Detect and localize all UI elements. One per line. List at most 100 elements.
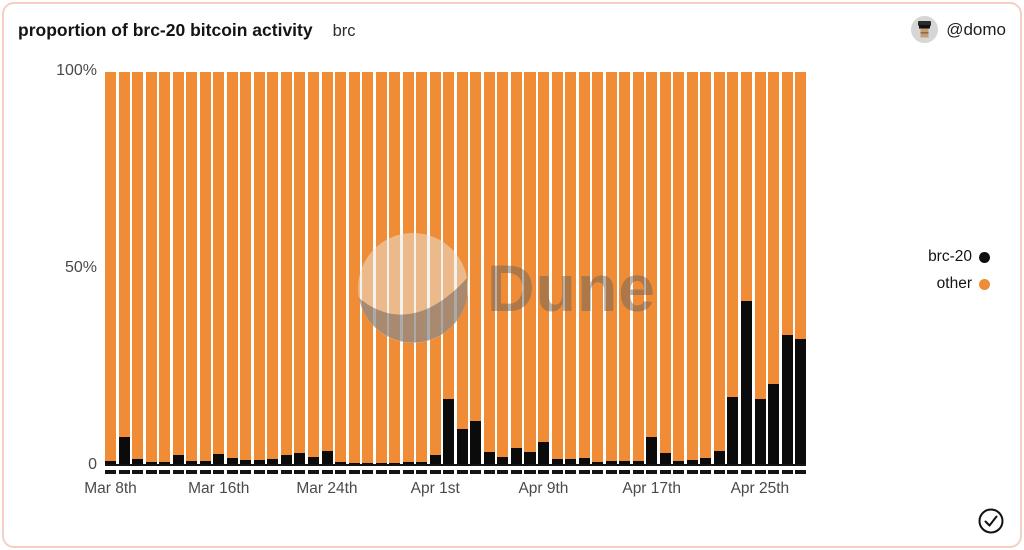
bar-segment-other[interactable]	[565, 72, 577, 459]
bar-column[interactable]	[307, 72, 319, 464]
bar-segment-brc20[interactable]	[470, 420, 482, 464]
bar-column[interactable]	[456, 72, 468, 464]
bar-segment-other[interactable]	[795, 72, 807, 339]
bar-segment-brc20[interactable]	[145, 462, 157, 464]
bar-segment-brc20[interactable]	[443, 399, 455, 464]
legend-item-other[interactable]: other	[937, 275, 990, 293]
bar-segment-other[interactable]	[592, 72, 604, 462]
bar-column[interactable]	[632, 72, 644, 464]
bar-column[interactable]	[226, 72, 238, 464]
bar-column[interactable]	[402, 72, 414, 464]
bar-column[interactable]	[795, 72, 807, 464]
bar-column[interactable]	[686, 72, 698, 464]
bar-segment-other[interactable]	[253, 72, 265, 461]
bar-column[interactable]	[605, 72, 617, 464]
bar-column[interactable]	[253, 72, 265, 464]
bar-column[interactable]	[538, 72, 550, 464]
bar-column[interactable]	[118, 72, 130, 464]
bar-segment-brc20[interactable]	[605, 461, 617, 464]
bar-segment-other[interactable]	[132, 72, 144, 459]
avatar[interactable]	[911, 16, 939, 43]
bar-segment-other[interactable]	[456, 72, 468, 429]
bar-segment-brc20[interactable]	[213, 453, 225, 464]
bar-segment-other[interactable]	[362, 72, 374, 463]
bar-column[interactable]	[159, 72, 171, 464]
bar-segment-other[interactable]	[348, 72, 360, 463]
bar-segment-brc20[interactable]	[510, 447, 522, 464]
bar-column[interactable]	[524, 72, 536, 464]
bar-segment-other[interactable]	[470, 72, 482, 421]
bar-segment-brc20[interactable]	[686, 460, 698, 464]
bar-column[interactable]	[510, 72, 522, 464]
bar-segment-brc20[interactable]	[497, 456, 509, 464]
bar-segment-brc20[interactable]	[565, 458, 577, 464]
bar-segment-brc20[interactable]	[105, 460, 117, 464]
bar-segment-other[interactable]	[497, 72, 509, 457]
bar-column[interactable]	[416, 72, 428, 464]
bar-segment-brc20[interactable]	[538, 442, 550, 464]
bar-column[interactable]	[375, 72, 387, 464]
bar-column[interactable]	[362, 72, 374, 464]
bar-segment-other[interactable]	[510, 72, 522, 448]
verified-check-button[interactable]	[976, 506, 1006, 536]
bar-segment-other[interactable]	[199, 72, 211, 462]
bar-segment-other[interactable]	[483, 72, 495, 453]
bar-column[interactable]	[470, 72, 482, 464]
bar-segment-other[interactable]	[659, 72, 671, 454]
bar-column[interactable]	[132, 72, 144, 464]
bar-segment-brc20[interactable]	[402, 462, 414, 464]
bar-segment-other[interactable]	[768, 72, 780, 384]
bar-segment-other[interactable]	[632, 72, 644, 461]
author-block[interactable]: @domo	[911, 16, 1006, 43]
bar-segment-other[interactable]	[740, 72, 752, 302]
bar-segment-other[interactable]	[402, 72, 414, 463]
bar-segment-brc20[interactable]	[267, 458, 279, 464]
bar-segment-other[interactable]	[294, 72, 306, 454]
bar-segment-brc20[interactable]	[321, 451, 333, 464]
bar-column[interactable]	[389, 72, 401, 464]
bar-column[interactable]	[429, 72, 441, 464]
bar-segment-brc20[interactable]	[781, 334, 793, 464]
bar-segment-brc20[interactable]	[172, 455, 184, 464]
bar-segment-other[interactable]	[727, 72, 739, 398]
bar-segment-other[interactable]	[578, 72, 590, 459]
bar-segment-other[interactable]	[118, 72, 130, 437]
bar-segment-brc20[interactable]	[335, 462, 347, 464]
bar-segment-other[interactable]	[700, 72, 712, 459]
bar-segment-brc20[interactable]	[619, 461, 631, 464]
bar-column[interactable]	[443, 72, 455, 464]
bar-segment-other[interactable]	[375, 72, 387, 463]
bar-segment-other[interactable]	[646, 72, 658, 438]
bar-segment-other[interactable]	[213, 72, 225, 454]
bar-column[interactable]	[172, 72, 184, 464]
bar-column[interactable]	[781, 72, 793, 464]
bar-segment-other[interactable]	[280, 72, 292, 456]
bar-segment-brc20[interactable]	[700, 458, 712, 464]
bar-segment-other[interactable]	[429, 72, 441, 455]
bar-segment-other[interactable]	[335, 72, 347, 463]
bar-segment-other[interactable]	[240, 72, 252, 461]
bar-segment-brc20[interactable]	[727, 397, 739, 464]
bar-column[interactable]	[240, 72, 252, 464]
bar-segment-brc20[interactable]	[280, 455, 292, 464]
bar-column[interactable]	[267, 72, 279, 464]
bar-segment-brc20[interactable]	[795, 338, 807, 464]
bar-segment-brc20[interactable]	[132, 458, 144, 464]
bar-column[interactable]	[578, 72, 590, 464]
bar-segment-other[interactable]	[524, 72, 536, 453]
bar-column[interactable]	[551, 72, 563, 464]
bar-segment-other[interactable]	[605, 72, 617, 462]
bar-segment-brc20[interactable]	[646, 437, 658, 464]
bar-segment-brc20[interactable]	[362, 462, 374, 464]
bar-segment-brc20[interactable]	[578, 458, 590, 464]
bar-segment-other[interactable]	[105, 72, 117, 461]
bar-column[interactable]	[145, 72, 157, 464]
bar-segment-other[interactable]	[754, 72, 766, 400]
bar-column[interactable]	[186, 72, 198, 464]
bar-column[interactable]	[727, 72, 739, 464]
bar-column[interactable]	[740, 72, 752, 464]
bar-segment-brc20[interactable]	[673, 460, 685, 464]
bar-segment-other[interactable]	[267, 72, 279, 459]
bar-segment-brc20[interactable]	[294, 453, 306, 464]
bar-segment-brc20[interactable]	[159, 462, 171, 464]
